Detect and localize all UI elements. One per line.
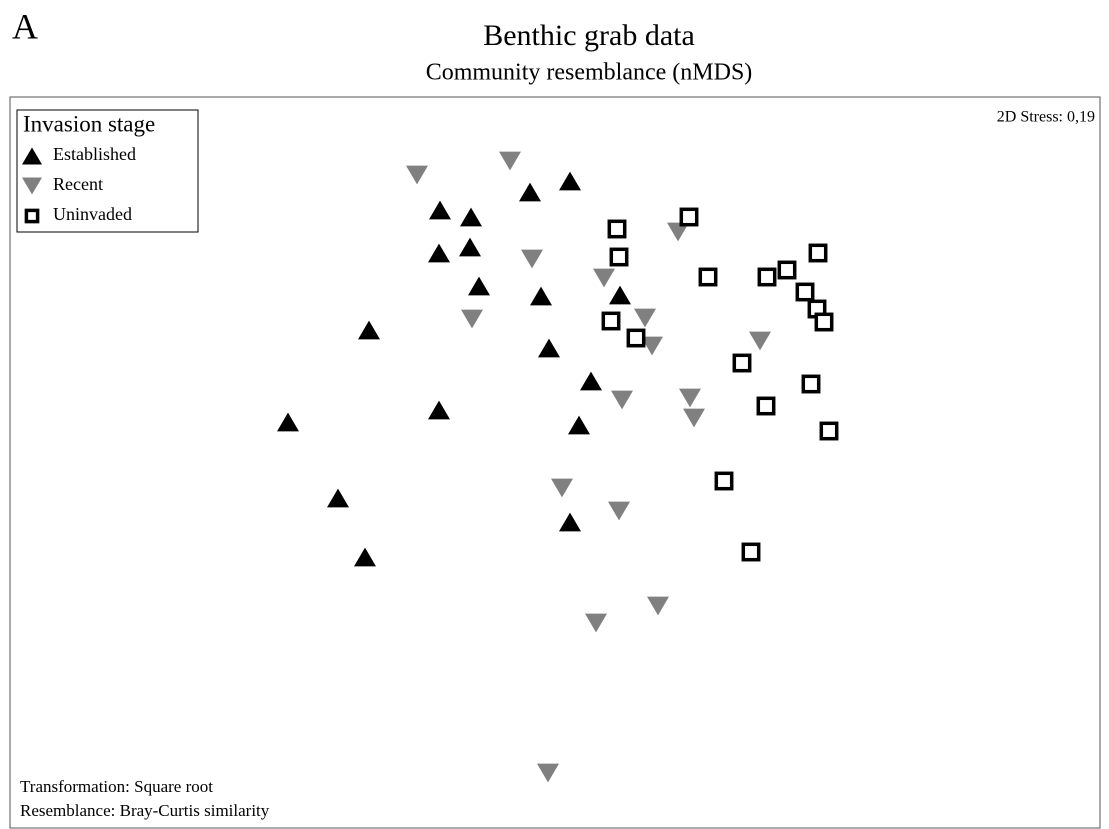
point: [634, 308, 656, 328]
legend-title: Invasion stage: [23, 111, 155, 136]
legend-marker: [22, 177, 42, 195]
point: [327, 488, 349, 508]
legend-label: Uninvaded: [53, 204, 132, 224]
point: [499, 151, 521, 171]
point: [460, 207, 482, 227]
point: [406, 165, 428, 185]
legend-label: Established: [53, 144, 136, 164]
point: [757, 267, 777, 287]
point: [819, 421, 839, 441]
legend-marker: [22, 147, 42, 165]
point: [428, 400, 450, 420]
point: [551, 478, 573, 498]
note: Transformation: Square root: [20, 777, 213, 796]
point: [749, 331, 771, 351]
chart-subtitle: Community resemblance (nMDS): [426, 60, 753, 86]
legend-box: [16, 109, 199, 233]
point: [429, 200, 451, 220]
point: [801, 374, 821, 394]
point: [559, 171, 581, 191]
point: [609, 247, 629, 267]
point: [468, 276, 490, 296]
point: [593, 268, 615, 288]
point: [358, 320, 380, 340]
point: [538, 338, 560, 358]
point: [354, 547, 376, 567]
point: [580, 371, 602, 391]
point: [679, 207, 699, 227]
point: [559, 512, 581, 532]
point: [647, 596, 669, 616]
point: [461, 309, 483, 329]
plot-frame: [9, 96, 1101, 829]
point: [568, 415, 590, 435]
point: [641, 336, 663, 356]
point: [777, 260, 797, 280]
point: [607, 219, 627, 239]
point: [698, 267, 718, 287]
point: [428, 243, 450, 263]
point: [530, 286, 552, 306]
legend-marker: [24, 208, 40, 224]
point: [626, 328, 646, 348]
point: [611, 390, 633, 410]
point: [732, 353, 752, 373]
point: [814, 312, 834, 332]
point: [795, 282, 815, 302]
point: [277, 412, 299, 432]
point: [808, 243, 828, 263]
point: [683, 408, 705, 428]
point: [585, 613, 607, 633]
point: [714, 471, 734, 491]
point: [608, 501, 630, 521]
legend-label: Recent: [53, 174, 103, 194]
point: [459, 237, 481, 257]
point: [756, 396, 776, 416]
panel-label: A: [12, 6, 38, 46]
point: [601, 311, 621, 331]
point: [741, 542, 761, 562]
chart-title: Benthic grab data: [483, 19, 695, 52]
point: [537, 763, 559, 783]
point: [519, 182, 541, 202]
point: [667, 222, 689, 242]
point: [679, 388, 701, 408]
point: [609, 285, 631, 305]
note: Resemblance: Bray-Curtis similarity: [20, 801, 270, 820]
point: [521, 249, 543, 269]
stress-label: 2D Stress: 0,19: [997, 109, 1095, 126]
